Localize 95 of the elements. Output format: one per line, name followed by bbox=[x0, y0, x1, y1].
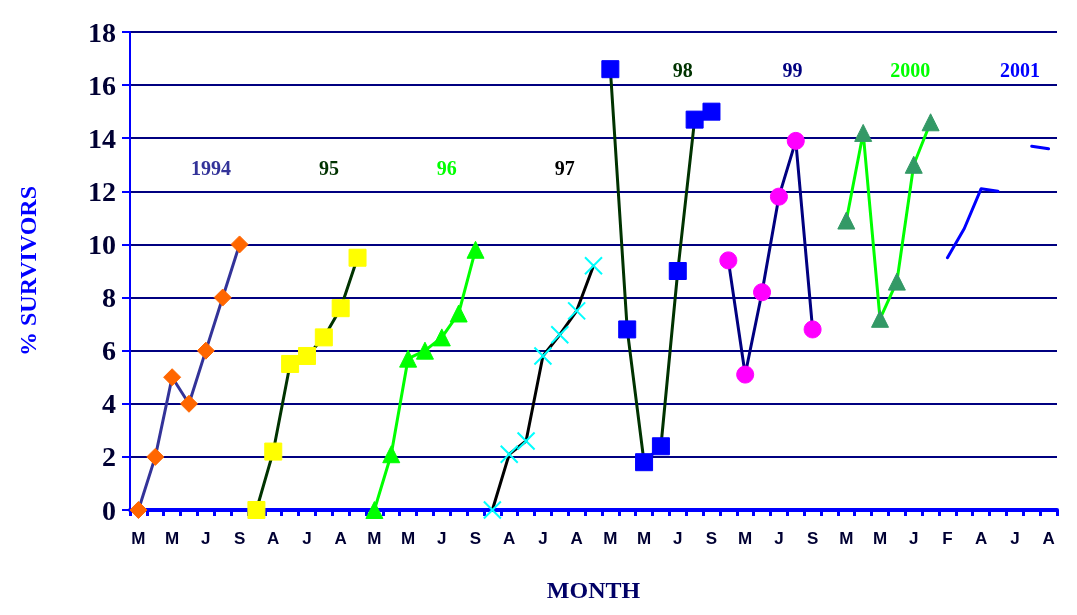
x-tick-label: M bbox=[738, 529, 753, 548]
point bbox=[719, 251, 738, 270]
point bbox=[466, 240, 485, 259]
point bbox=[281, 354, 300, 373]
y-tick-label: 0 bbox=[102, 494, 116, 526]
point bbox=[213, 288, 232, 307]
x-tick-label: S bbox=[806, 529, 819, 548]
y-tick-label: 18 bbox=[88, 16, 116, 48]
x-tick-label: J bbox=[909, 529, 919, 548]
point bbox=[179, 394, 198, 413]
x-tick-label: J bbox=[538, 529, 548, 548]
point bbox=[196, 341, 215, 360]
point bbox=[415, 341, 434, 360]
point bbox=[651, 437, 670, 456]
point bbox=[348, 248, 367, 267]
x-tick-label: F bbox=[942, 529, 953, 548]
point bbox=[516, 431, 536, 451]
x-tick-label: S bbox=[705, 529, 718, 548]
x-axis-title: MONTH bbox=[546, 577, 641, 603]
x-tick-label: J bbox=[1010, 529, 1020, 548]
point bbox=[230, 235, 249, 254]
x-tick-label: S bbox=[233, 529, 246, 548]
point bbox=[331, 299, 350, 318]
point bbox=[786, 131, 805, 150]
point bbox=[264, 442, 283, 461]
point bbox=[635, 453, 654, 472]
point bbox=[247, 501, 266, 519]
x-tick-label: M bbox=[839, 529, 854, 548]
point bbox=[365, 501, 384, 519]
point bbox=[482, 500, 502, 520]
point bbox=[129, 501, 148, 519]
x-tick-label: M bbox=[367, 529, 382, 548]
point bbox=[533, 346, 553, 366]
series-label: 98 bbox=[672, 59, 693, 81]
point bbox=[837, 211, 856, 230]
x-tick-label: J bbox=[774, 529, 784, 548]
text: 1994 bbox=[190, 157, 231, 179]
text: 2001 bbox=[999, 59, 1040, 81]
point bbox=[702, 102, 721, 121]
y-tick-label: 12 bbox=[88, 175, 116, 207]
point bbox=[382, 445, 401, 464]
point bbox=[432, 328, 451, 347]
series-label: 2000 bbox=[890, 59, 931, 81]
point bbox=[499, 444, 519, 464]
x-tick-label: M bbox=[165, 529, 180, 548]
text: 97 bbox=[554, 157, 575, 179]
x-tick-label: J bbox=[302, 529, 312, 548]
y-tick-label: 14 bbox=[88, 122, 116, 154]
point bbox=[297, 346, 316, 365]
point bbox=[854, 123, 873, 142]
point bbox=[871, 309, 890, 328]
point bbox=[618, 320, 637, 339]
x-tick-label: A bbox=[503, 529, 516, 548]
y-tick-label: 6 bbox=[102, 335, 116, 367]
point bbox=[685, 110, 704, 129]
x-tick-label: A bbox=[334, 529, 347, 548]
point bbox=[314, 328, 333, 347]
point bbox=[769, 187, 788, 206]
point bbox=[449, 304, 468, 323]
y-tick-label: 2 bbox=[102, 441, 116, 473]
point bbox=[887, 272, 906, 291]
point bbox=[601, 60, 620, 79]
x-tick-label: S bbox=[469, 529, 482, 548]
point bbox=[584, 256, 603, 276]
x-tick-label: M bbox=[636, 529, 652, 548]
x-tick-label: J bbox=[201, 529, 211, 548]
y-tick-label: 8 bbox=[102, 282, 116, 314]
x-tick-label: J bbox=[673, 529, 683, 548]
point bbox=[904, 155, 923, 174]
point bbox=[803, 320, 822, 339]
y-tick-label: 10 bbox=[88, 228, 116, 260]
point bbox=[753, 283, 772, 302]
point bbox=[146, 447, 165, 466]
x-tick-label: M bbox=[401, 529, 416, 548]
text: 96 bbox=[436, 157, 457, 179]
point bbox=[163, 368, 182, 387]
point bbox=[668, 262, 687, 280]
point bbox=[921, 113, 940, 132]
point bbox=[399, 349, 418, 368]
y-tick-label: 16 bbox=[88, 69, 116, 101]
y-tick-label: 4 bbox=[102, 388, 116, 420]
y-axis-title: % SURVIVORS bbox=[15, 185, 41, 357]
x-tick-label: M bbox=[131, 529, 146, 548]
point bbox=[567, 301, 587, 321]
text: 95 bbox=[318, 157, 339, 179]
x-tick-label: A bbox=[267, 529, 280, 548]
x-tick-label: M bbox=[603, 529, 618, 548]
point bbox=[736, 365, 755, 384]
x-tick-label: A bbox=[1042, 529, 1055, 548]
x-tick-label: J bbox=[437, 529, 447, 548]
x-tick-label: A bbox=[975, 529, 988, 548]
text: 99 bbox=[782, 59, 803, 81]
point bbox=[550, 325, 570, 345]
x-tick-label: A bbox=[570, 529, 583, 548]
x-tick-label: M bbox=[872, 529, 888, 548]
